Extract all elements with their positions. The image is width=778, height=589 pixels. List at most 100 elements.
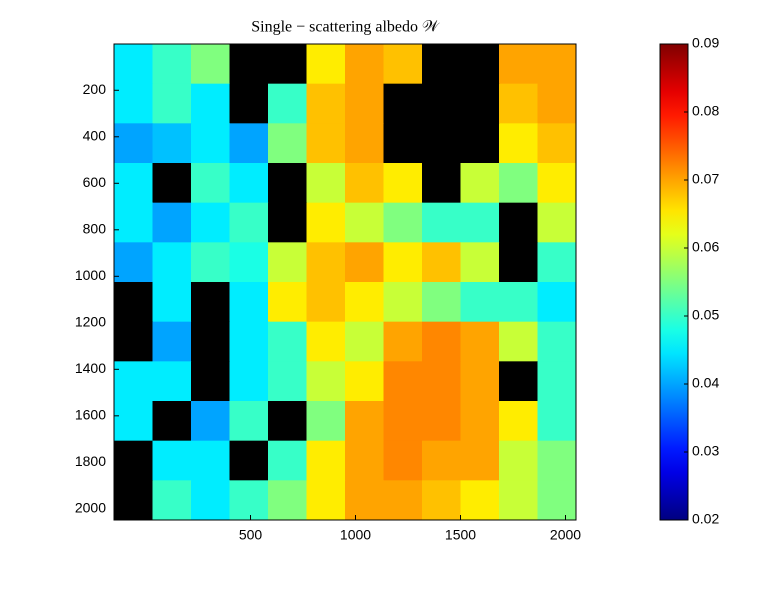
heatmap-cell — [537, 361, 577, 402]
heatmap-cell — [268, 361, 307, 402]
heatmap-cell — [422, 202, 461, 243]
heatmap-cell — [191, 163, 230, 204]
heatmap-cell — [229, 202, 269, 243]
heatmap-cell — [306, 361, 346, 402]
heatmap-cell — [306, 202, 346, 243]
heatmap-cell — [460, 163, 500, 204]
heatmap-cell — [345, 282, 384, 323]
heatmap-cell — [537, 401, 577, 442]
heatmap-cell — [229, 282, 269, 323]
heatmap-cell — [152, 401, 192, 442]
heatmap-cell — [460, 202, 500, 243]
heatmap-cell — [306, 440, 346, 481]
heatmap-cell — [383, 361, 423, 402]
heatmap-cell — [114, 44, 153, 85]
y-tick-label: 1200 — [75, 314, 106, 330]
heatmap-cell — [499, 123, 538, 164]
y-tick-label: 1600 — [75, 407, 106, 423]
heatmap-cell — [306, 480, 346, 521]
heatmap-cell — [268, 202, 307, 243]
heatmap-cell — [114, 361, 153, 402]
heatmap-cell — [152, 282, 192, 323]
heatmap-cell — [268, 242, 307, 283]
plot-frame — [113, 43, 577, 521]
heatmap-cell — [191, 361, 230, 402]
heatmap-cell — [268, 321, 307, 362]
heatmap-cell — [114, 480, 153, 521]
heatmap-cell — [229, 123, 269, 164]
heatmap-cell — [306, 163, 346, 204]
heatmap-cell — [345, 480, 384, 521]
heatmap-cell — [306, 321, 346, 362]
heatmap-cell — [383, 440, 423, 481]
colorbar — [659, 43, 689, 521]
heatmap-cell — [499, 163, 538, 204]
heatmap-cell — [460, 361, 500, 402]
heatmap-cell — [499, 202, 538, 243]
x-tick-label: 500 — [239, 527, 263, 543]
heatmap-cell — [383, 83, 423, 124]
heatmap-cell — [537, 242, 577, 283]
heatmap-cell — [422, 44, 461, 85]
heatmap-cell — [114, 123, 153, 164]
heatmap-cell — [537, 202, 577, 243]
heatmap-cell — [499, 242, 538, 283]
heatmap-cell — [268, 123, 307, 164]
y-tick-label: 400 — [83, 127, 107, 143]
heatmap-cell — [460, 440, 500, 481]
heatmap-cell — [422, 361, 461, 402]
heatmap-cell — [460, 44, 500, 85]
heatmap-cell — [114, 163, 153, 204]
heatmap-cell — [422, 83, 461, 124]
heatmap-cell — [537, 83, 577, 124]
heatmap-cell — [345, 83, 384, 124]
heatmap-cell — [499, 401, 538, 442]
heatmap-cell — [422, 282, 461, 323]
colorbar-tick-label: 0.04 — [692, 375, 719, 391]
heatmap-cell — [114, 321, 153, 362]
heatmap-cell — [152, 163, 192, 204]
heatmap-cell — [537, 44, 577, 85]
heatmap-cell — [460, 321, 500, 362]
heatmap-cell — [152, 361, 192, 402]
heatmap-cell — [306, 242, 346, 283]
heatmap-cell — [191, 202, 230, 243]
heatmap-cell — [499, 282, 538, 323]
y-tick-label: 1000 — [75, 267, 106, 283]
heatmap-cell — [114, 202, 153, 243]
heatmap-cell — [306, 83, 346, 124]
chart-title: Single − scattering albedo 𝒲 — [251, 19, 440, 36]
heatmap-cell — [345, 242, 384, 283]
heatmap-cell — [114, 401, 153, 442]
heatmap-cell — [191, 83, 230, 124]
heatmap-cell — [191, 480, 230, 521]
colorbar-tick-label: 0.03 — [692, 443, 719, 459]
heatmap-cell — [345, 202, 384, 243]
heatmap-cell — [383, 242, 423, 283]
heatmap-cell — [306, 401, 346, 442]
heatmap-cell — [460, 282, 500, 323]
heatmap-cell — [422, 401, 461, 442]
heatmap-cell — [229, 321, 269, 362]
heatmap-cell — [152, 83, 192, 124]
heatmap-cell — [422, 163, 461, 204]
heatmap-cell — [460, 123, 500, 164]
heatmap-cell — [152, 321, 192, 362]
heatmap-cell — [345, 440, 384, 481]
heatmap-cell — [191, 44, 230, 85]
heatmap-cell — [114, 83, 153, 124]
heatmap-cell — [268, 401, 307, 442]
heatmap-cell — [422, 480, 461, 521]
heatmap-cell — [499, 321, 538, 362]
heatmap-cell — [229, 163, 269, 204]
heatmap-cell — [383, 202, 423, 243]
heatmap-cell — [345, 123, 384, 164]
y-tick-label: 200 — [83, 81, 107, 97]
heatmap-cell — [422, 440, 461, 481]
heatmap-cell — [345, 361, 384, 402]
y-tick-label: 1400 — [75, 360, 106, 376]
heatmap-cell — [383, 282, 423, 323]
heatmap-cell — [268, 440, 307, 481]
heatmap-cell — [152, 480, 192, 521]
heatmap-cell — [229, 361, 269, 402]
